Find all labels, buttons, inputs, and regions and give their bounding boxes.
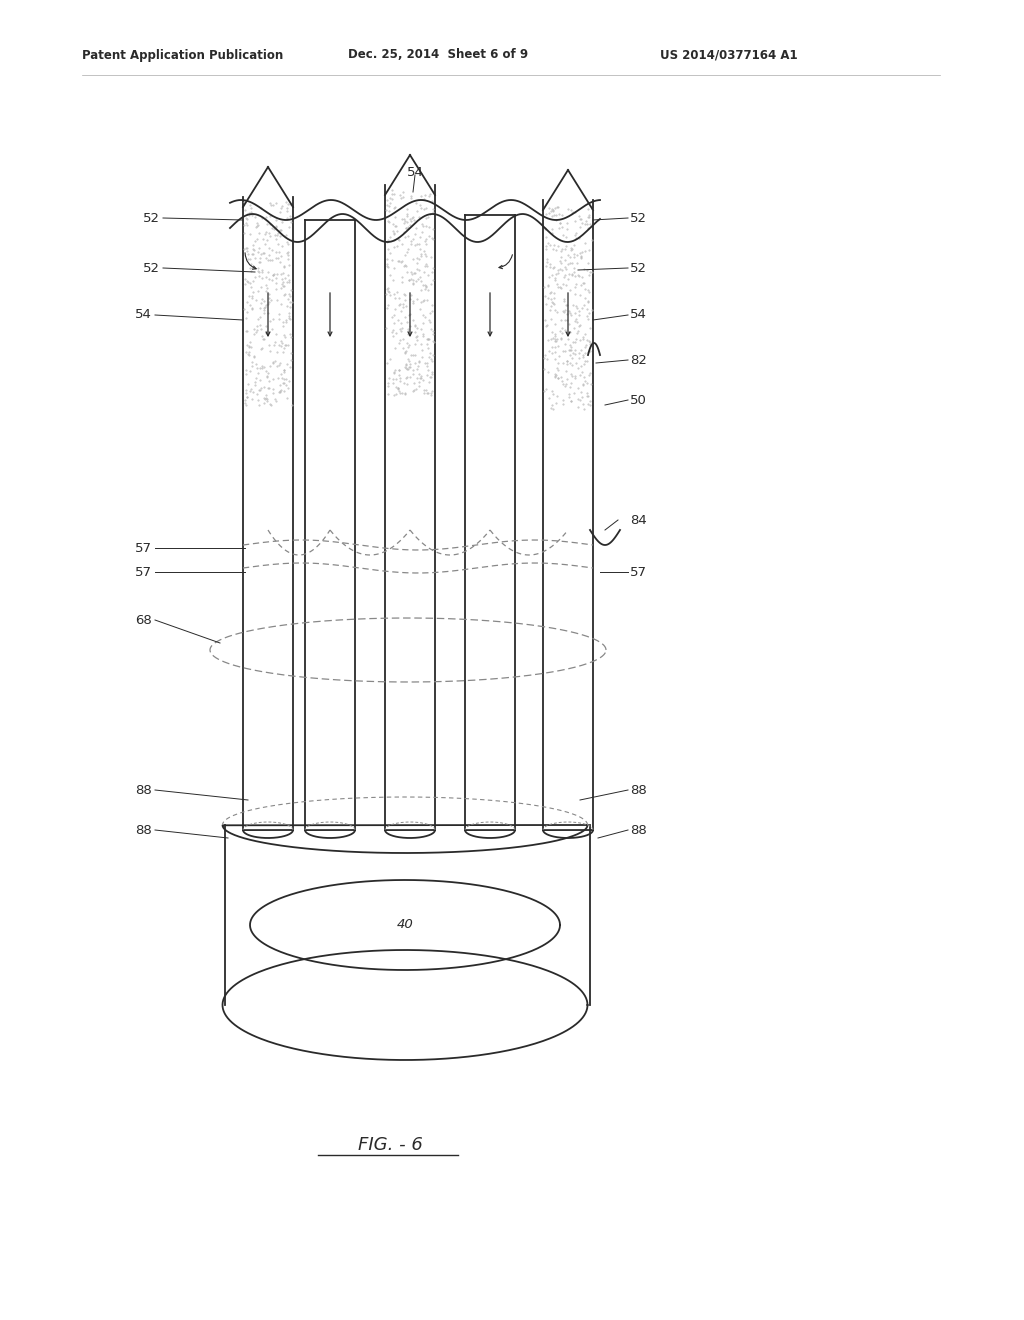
Text: 50: 50 [630,393,647,407]
Text: 52: 52 [143,211,160,224]
Text: US 2014/0377164 A1: US 2014/0377164 A1 [660,49,798,62]
Text: 68: 68 [135,614,152,627]
Text: 54: 54 [407,166,424,180]
Text: 88: 88 [630,784,647,796]
Text: 84: 84 [630,513,647,527]
Text: 57: 57 [135,565,152,578]
Text: 57: 57 [630,565,647,578]
Text: 57: 57 [135,541,152,554]
Text: 54: 54 [135,309,152,322]
Text: 82: 82 [630,354,647,367]
Text: Dec. 25, 2014  Sheet 6 of 9: Dec. 25, 2014 Sheet 6 of 9 [348,49,528,62]
Text: 54: 54 [630,309,647,322]
Text: 88: 88 [135,784,152,796]
Text: 40: 40 [396,919,414,932]
Text: Patent Application Publication: Patent Application Publication [82,49,284,62]
Text: 88: 88 [135,824,152,837]
Text: 52: 52 [143,261,160,275]
Text: 52: 52 [630,261,647,275]
Text: FIG. - 6: FIG. - 6 [357,1137,423,1154]
Text: 52: 52 [630,211,647,224]
Text: 88: 88 [630,824,647,837]
